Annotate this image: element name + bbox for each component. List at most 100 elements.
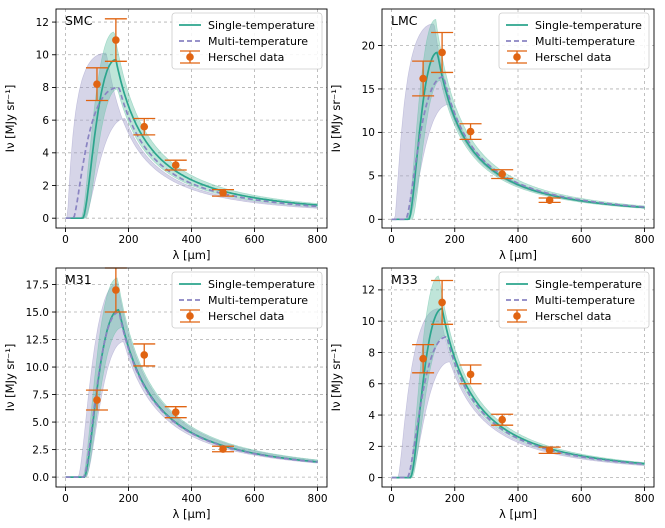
herschel-point (133, 343, 156, 367)
panel-smc: 0 200 400 600 800 0 2 4 6 8 10 12 λ [μm] Iν [MJy sr⁻¹… (3, 8, 328, 262)
legend-multi-label: Multi-temperature (535, 35, 635, 48)
herschel-marker (498, 415, 506, 424)
panel-lmc: 0 200 400 600 800 0 5 10 15 20 λ [μm] Iν [MJy sr⁻¹]… (329, 8, 655, 262)
x-axis-label: λ [μm] (499, 248, 537, 262)
herschel-point (412, 60, 435, 97)
y-tick-label: 5.0 (32, 417, 49, 429)
herschel-marker (438, 48, 446, 57)
herschel-point (491, 413, 514, 426)
herschel-marker (545, 196, 554, 204)
x-tick-label: 200 (445, 493, 465, 505)
y-tick-label: 4 (368, 410, 375, 422)
y-axis-label: Iν [MJy sr⁻¹] (3, 344, 17, 412)
legend: Single-temperature Multi-temperature Hersc… (171, 12, 323, 70)
panel-title: M31 (65, 272, 92, 287)
herschel-marker (93, 80, 101, 88)
legend: Single-temperature Multi-temperature Hersc… (171, 271, 323, 329)
legend-herschel-marker (186, 53, 194, 61)
herschel-point (164, 159, 187, 171)
x-tick-label: 0 (62, 234, 69, 246)
herschel-point (85, 389, 108, 411)
legend-herschel-label: Herschel data (208, 310, 284, 323)
legend-single-label: Single-temperature (535, 19, 642, 32)
y-tick-label: 15.0 (26, 307, 49, 319)
x-axis-label: λ [μm] (499, 507, 537, 521)
y-tick-label: 12 (36, 17, 49, 29)
y-tick-label: 10 (36, 50, 49, 62)
legend-box (171, 271, 323, 329)
herschel-marker (112, 286, 120, 294)
y-tick-label: 0.0 (32, 472, 49, 484)
herschel-marker (419, 354, 427, 363)
plot-area (391, 275, 645, 479)
x-tick-label: 200 (118, 234, 138, 246)
y-tick-label: 2 (42, 180, 49, 192)
plot-area (65, 277, 318, 478)
legend-herschel-label: Herschel data (535, 51, 611, 64)
single-temperature-line (65, 58, 318, 220)
x-tick-label: 600 (571, 493, 591, 505)
herschel-marker (171, 161, 180, 169)
y-tick-label: 0 (368, 472, 375, 484)
herschel-point (212, 188, 235, 197)
herschel-point (133, 117, 156, 136)
legend-box (171, 12, 323, 70)
panel-title: SMC (65, 13, 93, 28)
legend-box (498, 271, 650, 329)
herschel-marker (140, 351, 149, 359)
x-tick-label: 200 (118, 493, 138, 505)
y-tick-label: 0 (42, 213, 49, 225)
y-tick-label: 7.5 (32, 389, 49, 401)
herschel-point (431, 279, 454, 325)
legend-herschel-label: Herschel data (535, 310, 611, 323)
single-temperature-line (391, 307, 645, 479)
x-tick-label: 0 (388, 493, 395, 505)
single-temperature-band (65, 31, 318, 219)
panel-title: M33 (391, 272, 418, 287)
herschel-marker (419, 74, 427, 83)
herschel-marker (498, 170, 506, 178)
x-tick-label: 800 (308, 234, 328, 246)
herschel-marker (219, 445, 227, 453)
y-tick-label: 12.5 (26, 334, 49, 346)
x-tick-label: 200 (445, 234, 465, 246)
legend-multi-label: Multi-temperature (208, 294, 308, 307)
legend-herschel-marker (513, 312, 521, 320)
herschel-point (538, 446, 561, 455)
y-tick-label: 2 (368, 441, 375, 453)
herschel-point (85, 67, 108, 102)
herschel-marker (438, 298, 446, 307)
y-tick-label: 17.5 (26, 279, 49, 291)
y-axis-label: Iν [MJy sr⁻¹] (329, 85, 343, 153)
x-tick-label: 400 (181, 493, 201, 505)
x-tick-label: 600 (244, 234, 264, 246)
multi-temperature-band (391, 308, 645, 478)
herschel-marker (140, 122, 149, 131)
y-tick-label: 5 (368, 171, 375, 183)
x-tick-label: 0 (388, 234, 395, 246)
y-tick-label: 2.5 (32, 444, 49, 456)
legend-herschel-label: Herschel data (208, 51, 284, 64)
herschel-point (538, 196, 561, 204)
x-tick-label: 600 (244, 493, 264, 505)
panel-m33: 0 200 400 600 800 0 2 4 6 8 10 12 λ [μm] Iν [MJy sr⁻¹… (329, 267, 655, 521)
panel-m31: 0 200 400 600 800 0.0 2.5 5.0 7.5 10.0 12.5 15.0 17.… (3, 267, 328, 521)
legend-single-label: Single-temperature (535, 278, 642, 291)
multi-temperature-band (65, 52, 318, 219)
y-tick-label: 10 (362, 127, 375, 139)
y-tick-label: 8 (368, 347, 375, 359)
legend-single-label: Single-temperature (208, 19, 315, 32)
x-axis-label: λ [μm] (173, 248, 211, 262)
herschel-point (491, 169, 514, 180)
y-tick-label: 10 (362, 316, 375, 328)
y-axis-label: Iν [MJy sr⁻¹] (3, 85, 17, 153)
legend-multi-label: Multi-temperature (208, 35, 308, 48)
y-tick-label: 10.0 (26, 362, 49, 374)
y-tick-label: 6 (42, 115, 49, 127)
herschel-marker (545, 446, 554, 455)
herschel-point (212, 445, 235, 453)
legend-herschel-marker (186, 312, 194, 320)
x-tick-label: 800 (634, 234, 654, 246)
legend: Single-temperature Multi-temperature Hersc… (498, 271, 650, 329)
herschel-point (431, 31, 454, 74)
